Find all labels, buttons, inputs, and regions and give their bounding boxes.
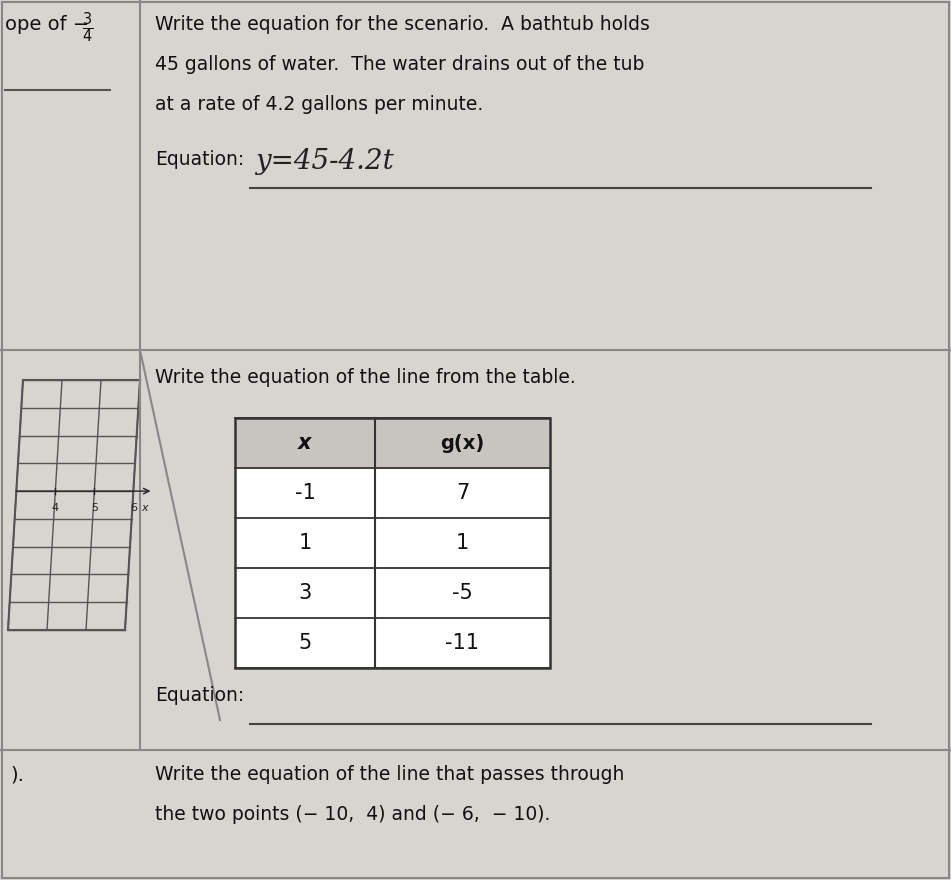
Text: 4: 4	[51, 503, 59, 513]
Text: 1: 1	[299, 533, 312, 553]
Text: -11: -11	[445, 633, 479, 653]
Text: 3: 3	[299, 583, 312, 603]
Text: ope of −: ope of −	[5, 15, 95, 34]
Text: 45 gallons of water.  The water drains out of the tub: 45 gallons of water. The water drains ou…	[155, 55, 645, 74]
Bar	[235, 418, 550, 668]
Text: x: x	[142, 503, 148, 513]
Text: g(x): g(x)	[440, 434, 485, 452]
Text: at a rate of 4.2 gallons per minute.: at a rate of 4.2 gallons per minute.	[155, 95, 483, 114]
Text: Equation:: Equation:	[155, 686, 244, 705]
Text: 5: 5	[299, 633, 312, 653]
Text: Equation:: Equation:	[155, 150, 244, 169]
Text: Write the equation for the scenario.  A bathtub holds: Write the equation for the scenario. A b…	[155, 15, 650, 34]
Text: the two points (− 10,  4) and (− 6,  − 10).: the two points (− 10, 4) and (− 6, − 10)…	[155, 805, 551, 824]
Text: 7: 7	[456, 483, 469, 503]
Text: Write the equation of the line from the table.: Write the equation of the line from the …	[155, 368, 575, 387]
Text: 1: 1	[456, 533, 469, 553]
Text: y=45-4.2t: y=45-4.2t	[255, 148, 394, 175]
Text: $\frac{3}{4}$: $\frac{3}{4}$	[82, 10, 93, 45]
Bar	[235, 418, 550, 668]
Text: ).: ).	[10, 765, 24, 784]
Bar	[235, 418, 550, 468]
Text: x: x	[299, 433, 312, 453]
Text: Write the equation of the line that passes through: Write the equation of the line that pass…	[155, 765, 625, 784]
Text: -1: -1	[295, 483, 316, 503]
Text: -5: -5	[452, 583, 473, 603]
Text: 5: 5	[91, 503, 98, 513]
Text: 6: 6	[130, 503, 137, 513]
